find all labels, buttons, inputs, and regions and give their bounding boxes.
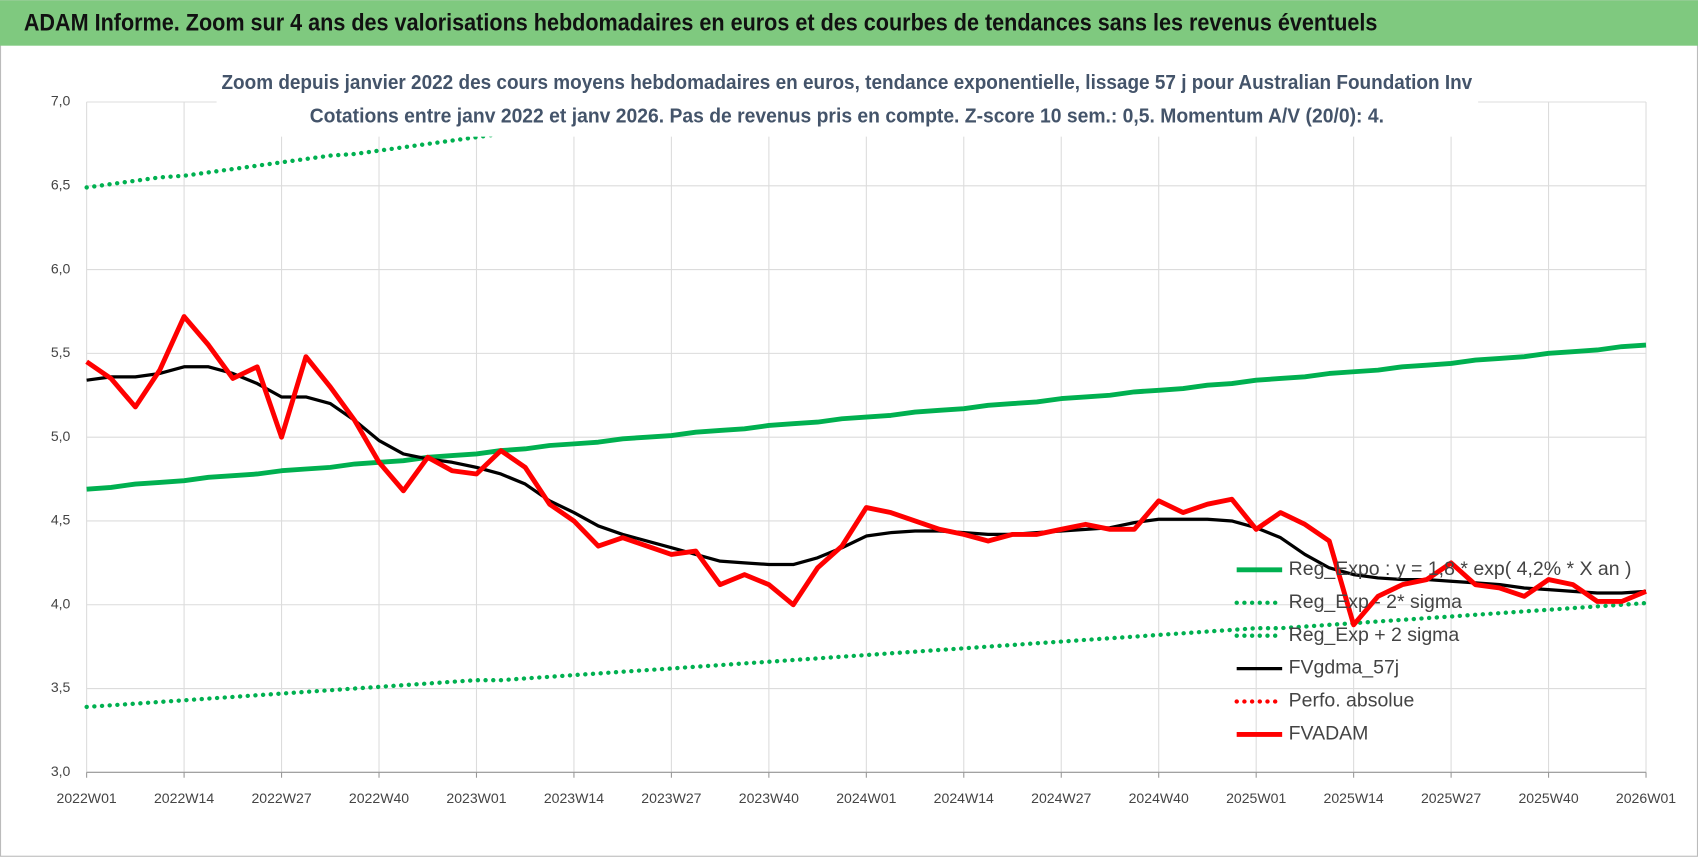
legend-label: FVADAM: [1289, 723, 1369, 745]
y-tick-label: 6,0: [51, 260, 71, 276]
header-bar: [0, 0, 1698, 46]
series-line: [86, 365, 1647, 595]
x-tick-label: 2025W14: [1324, 790, 1384, 806]
x-tick-label: 2022W27: [251, 790, 311, 806]
x-tick-label: 2024W14: [934, 790, 994, 806]
y-tick-label: 3,0: [51, 763, 71, 779]
series-line: [85, 314, 1647, 628]
x-tick-label: 2026W01: [1616, 790, 1676, 806]
x-tick-label: 2025W27: [1421, 790, 1481, 806]
y-tick-label: 4,5: [51, 512, 71, 528]
x-tick-label: 2022W14: [154, 790, 214, 806]
legend-label: Reg_Exp + 2 sigma: [1289, 624, 1460, 646]
x-tick-label: 2024W01: [836, 790, 896, 806]
subtitle-box: [216, 65, 1479, 137]
legend-label: Perfo. absolue: [1289, 690, 1415, 712]
x-tick-label: 2025W40: [1518, 790, 1578, 806]
chart-subtitle: Cotations entre janv 2022 et janv 2026. …: [310, 105, 1384, 128]
x-tick-label: 2023W27: [641, 790, 701, 806]
x-tick-label: 2022W01: [57, 790, 117, 806]
y-tick-label: 5,5: [51, 344, 71, 360]
legend-label: Reg_Expo : y = 1,8 * exp( 4,2% * X an ): [1289, 558, 1632, 580]
y-tick-label: 7,0: [51, 93, 71, 109]
y-tick-label: 3,5: [51, 679, 71, 695]
series-line: [84, 97, 805, 190]
x-tick-label: 2024W27: [1031, 790, 1091, 806]
y-tick-label: 4,0: [51, 595, 71, 611]
x-tick-label: 2023W40: [739, 790, 799, 806]
y-tick-label: 5,0: [51, 428, 71, 444]
chart-subtitle: Zoom depuis janvier 2022 des cours moyen…: [221, 71, 1472, 94]
legend-label: FVgdma_57j: [1289, 657, 1399, 679]
series-line: [84, 600, 1649, 710]
legend-label: Reg_Exp - 2* sigma: [1289, 591, 1462, 613]
x-tick-label: 2024W40: [1129, 790, 1189, 806]
x-tick-label: 2022W40: [349, 790, 409, 806]
y-tick-label: 6,5: [51, 177, 71, 193]
x-tick-label: 2023W01: [446, 790, 506, 806]
header-title: ADAM Informe. Zoom sur 4 ans des valoris…: [24, 9, 1378, 36]
x-tick-label: 2025W01: [1226, 790, 1286, 806]
series-line: [86, 342, 1647, 492]
x-tick-label: 2023W14: [544, 790, 604, 806]
